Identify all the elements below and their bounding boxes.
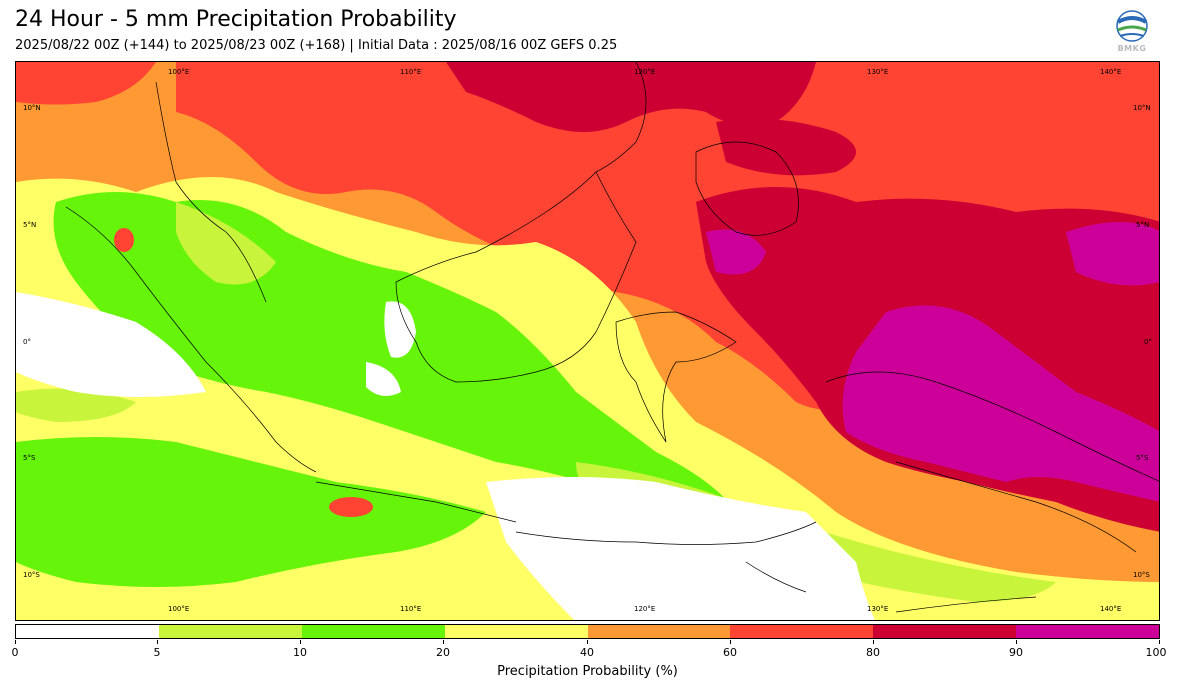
field-white-nusa xyxy=(486,477,876,620)
lat-label-left-0: 0° xyxy=(23,338,31,346)
coast-sumatra xyxy=(65,206,317,473)
colorbar-seg-80-90 xyxy=(873,625,1017,638)
colorbar-seg-0-5 xyxy=(16,625,159,638)
colorbar-tick-label: 0 xyxy=(11,646,19,659)
field-white-indian-ocean xyxy=(16,292,206,397)
lat-label-right-5s: 5°S xyxy=(1136,454,1149,462)
lat-label-left-5s: 5°S xyxy=(23,454,36,462)
lat-label-left-5n: 5°N xyxy=(23,221,37,229)
colorbar-tick xyxy=(1159,640,1160,644)
lon-label-bottom-130: 130°E xyxy=(867,605,889,613)
colorbar-seg-90-100 xyxy=(1016,625,1159,638)
colorbar-tick-label: 80 xyxy=(866,646,880,659)
lat-label-left-10n: 10°N xyxy=(23,104,41,112)
bmkg-logo-icon xyxy=(1116,10,1148,42)
field-magenta-ne xyxy=(1066,222,1159,286)
colorbar-tick-label: 60 xyxy=(723,646,737,659)
colorbar-label: Precipitation Probability (%) xyxy=(497,664,678,679)
coast-timor xyxy=(745,561,807,593)
lon-label-top-140: 140°E xyxy=(1100,68,1122,76)
colorbar-tick-label: 90 xyxy=(1009,646,1023,659)
lon-label-top-110: 110°E xyxy=(400,68,422,76)
field-red-java xyxy=(329,497,373,517)
lon-label-top-120: 120°E xyxy=(634,68,656,76)
colorbar-tick xyxy=(15,640,16,644)
colorbar-seg-5-10 xyxy=(158,625,302,638)
lon-label-top-130: 130°E xyxy=(867,68,889,76)
lat-label-right-10s: 10°S xyxy=(1133,571,1150,579)
colorbar-seg-60-80 xyxy=(730,625,874,638)
colorbar-tick-label: 10 xyxy=(293,646,307,659)
coast-sulawesi xyxy=(615,311,737,443)
colorbar-seg-40-60 xyxy=(587,625,731,638)
probability-field xyxy=(16,62,1159,620)
logo-text: BMKG xyxy=(1117,44,1147,53)
field-red-sumatra xyxy=(114,228,134,252)
colorbar-tick-label: 100 xyxy=(1145,646,1167,659)
colorbar-seg-10-20 xyxy=(301,625,445,638)
field-magenta-papua xyxy=(842,305,1159,502)
lon-label-bottom-110: 110°E xyxy=(400,605,422,613)
colorbar-tick xyxy=(1016,640,1017,644)
coast-java xyxy=(315,481,517,523)
lat-label-right-10n: 10°N xyxy=(1133,104,1151,112)
colorbar-tick-label: 5 xyxy=(153,646,161,659)
field-red-nw xyxy=(16,62,156,105)
coast-malay-peninsula xyxy=(155,81,267,303)
lon-label-bottom-120: 120°E xyxy=(634,605,656,613)
coast-new-guinea-south xyxy=(895,461,1137,553)
lat-label-right-0: 0° xyxy=(1144,338,1152,346)
colorbar-tick xyxy=(873,640,874,644)
colorbar-tick xyxy=(587,640,588,644)
colorbar-tick xyxy=(300,640,301,644)
field-white-karimata xyxy=(366,362,401,396)
field-magenta-mindanao xyxy=(706,229,766,275)
field-limegreen-malay xyxy=(176,202,276,285)
field-crimson-scs xyxy=(446,62,816,132)
lon-label-bottom-100: 100°E xyxy=(168,605,190,613)
map-title: 24 Hour - 5 mm Precipitation Probability xyxy=(15,7,457,32)
coast-mindanao xyxy=(695,141,799,236)
coast-borneo xyxy=(395,171,637,383)
colorbar-seg-20-40 xyxy=(444,625,588,638)
colorbar-tick-label: 40 xyxy=(580,646,594,659)
field-crimson-phil xyxy=(716,118,856,176)
precipitation-map: 100°E 110°E 120°E 130°E 140°E 100°E 110°… xyxy=(15,61,1160,621)
colorbar-tick xyxy=(157,640,158,644)
field-limegreen-w xyxy=(16,388,136,422)
lon-label-top-100: 100°E xyxy=(168,68,190,76)
lon-label-bottom-140: 140°E xyxy=(1100,605,1122,613)
map-subtitle: 2025/08/22 00Z (+144) to 2025/08/23 00Z … xyxy=(15,38,618,53)
lat-label-left-10s: 10°S xyxy=(23,571,40,579)
field-white-borneo-w xyxy=(384,301,416,358)
coast-new-guinea-north xyxy=(825,371,1159,482)
colorbar-tick xyxy=(730,640,731,644)
field-green-sw xyxy=(16,437,486,587)
colorbar-tick-label: 20 xyxy=(436,646,450,659)
colorbar xyxy=(15,624,1160,639)
coast-australia xyxy=(895,596,1037,613)
lat-label-right-5n: 5°N xyxy=(1136,221,1150,229)
colorbar-tick xyxy=(443,640,444,644)
coast-palawan xyxy=(595,62,647,173)
coast-lesser-sunda xyxy=(515,521,817,545)
coastlines xyxy=(65,62,1159,613)
